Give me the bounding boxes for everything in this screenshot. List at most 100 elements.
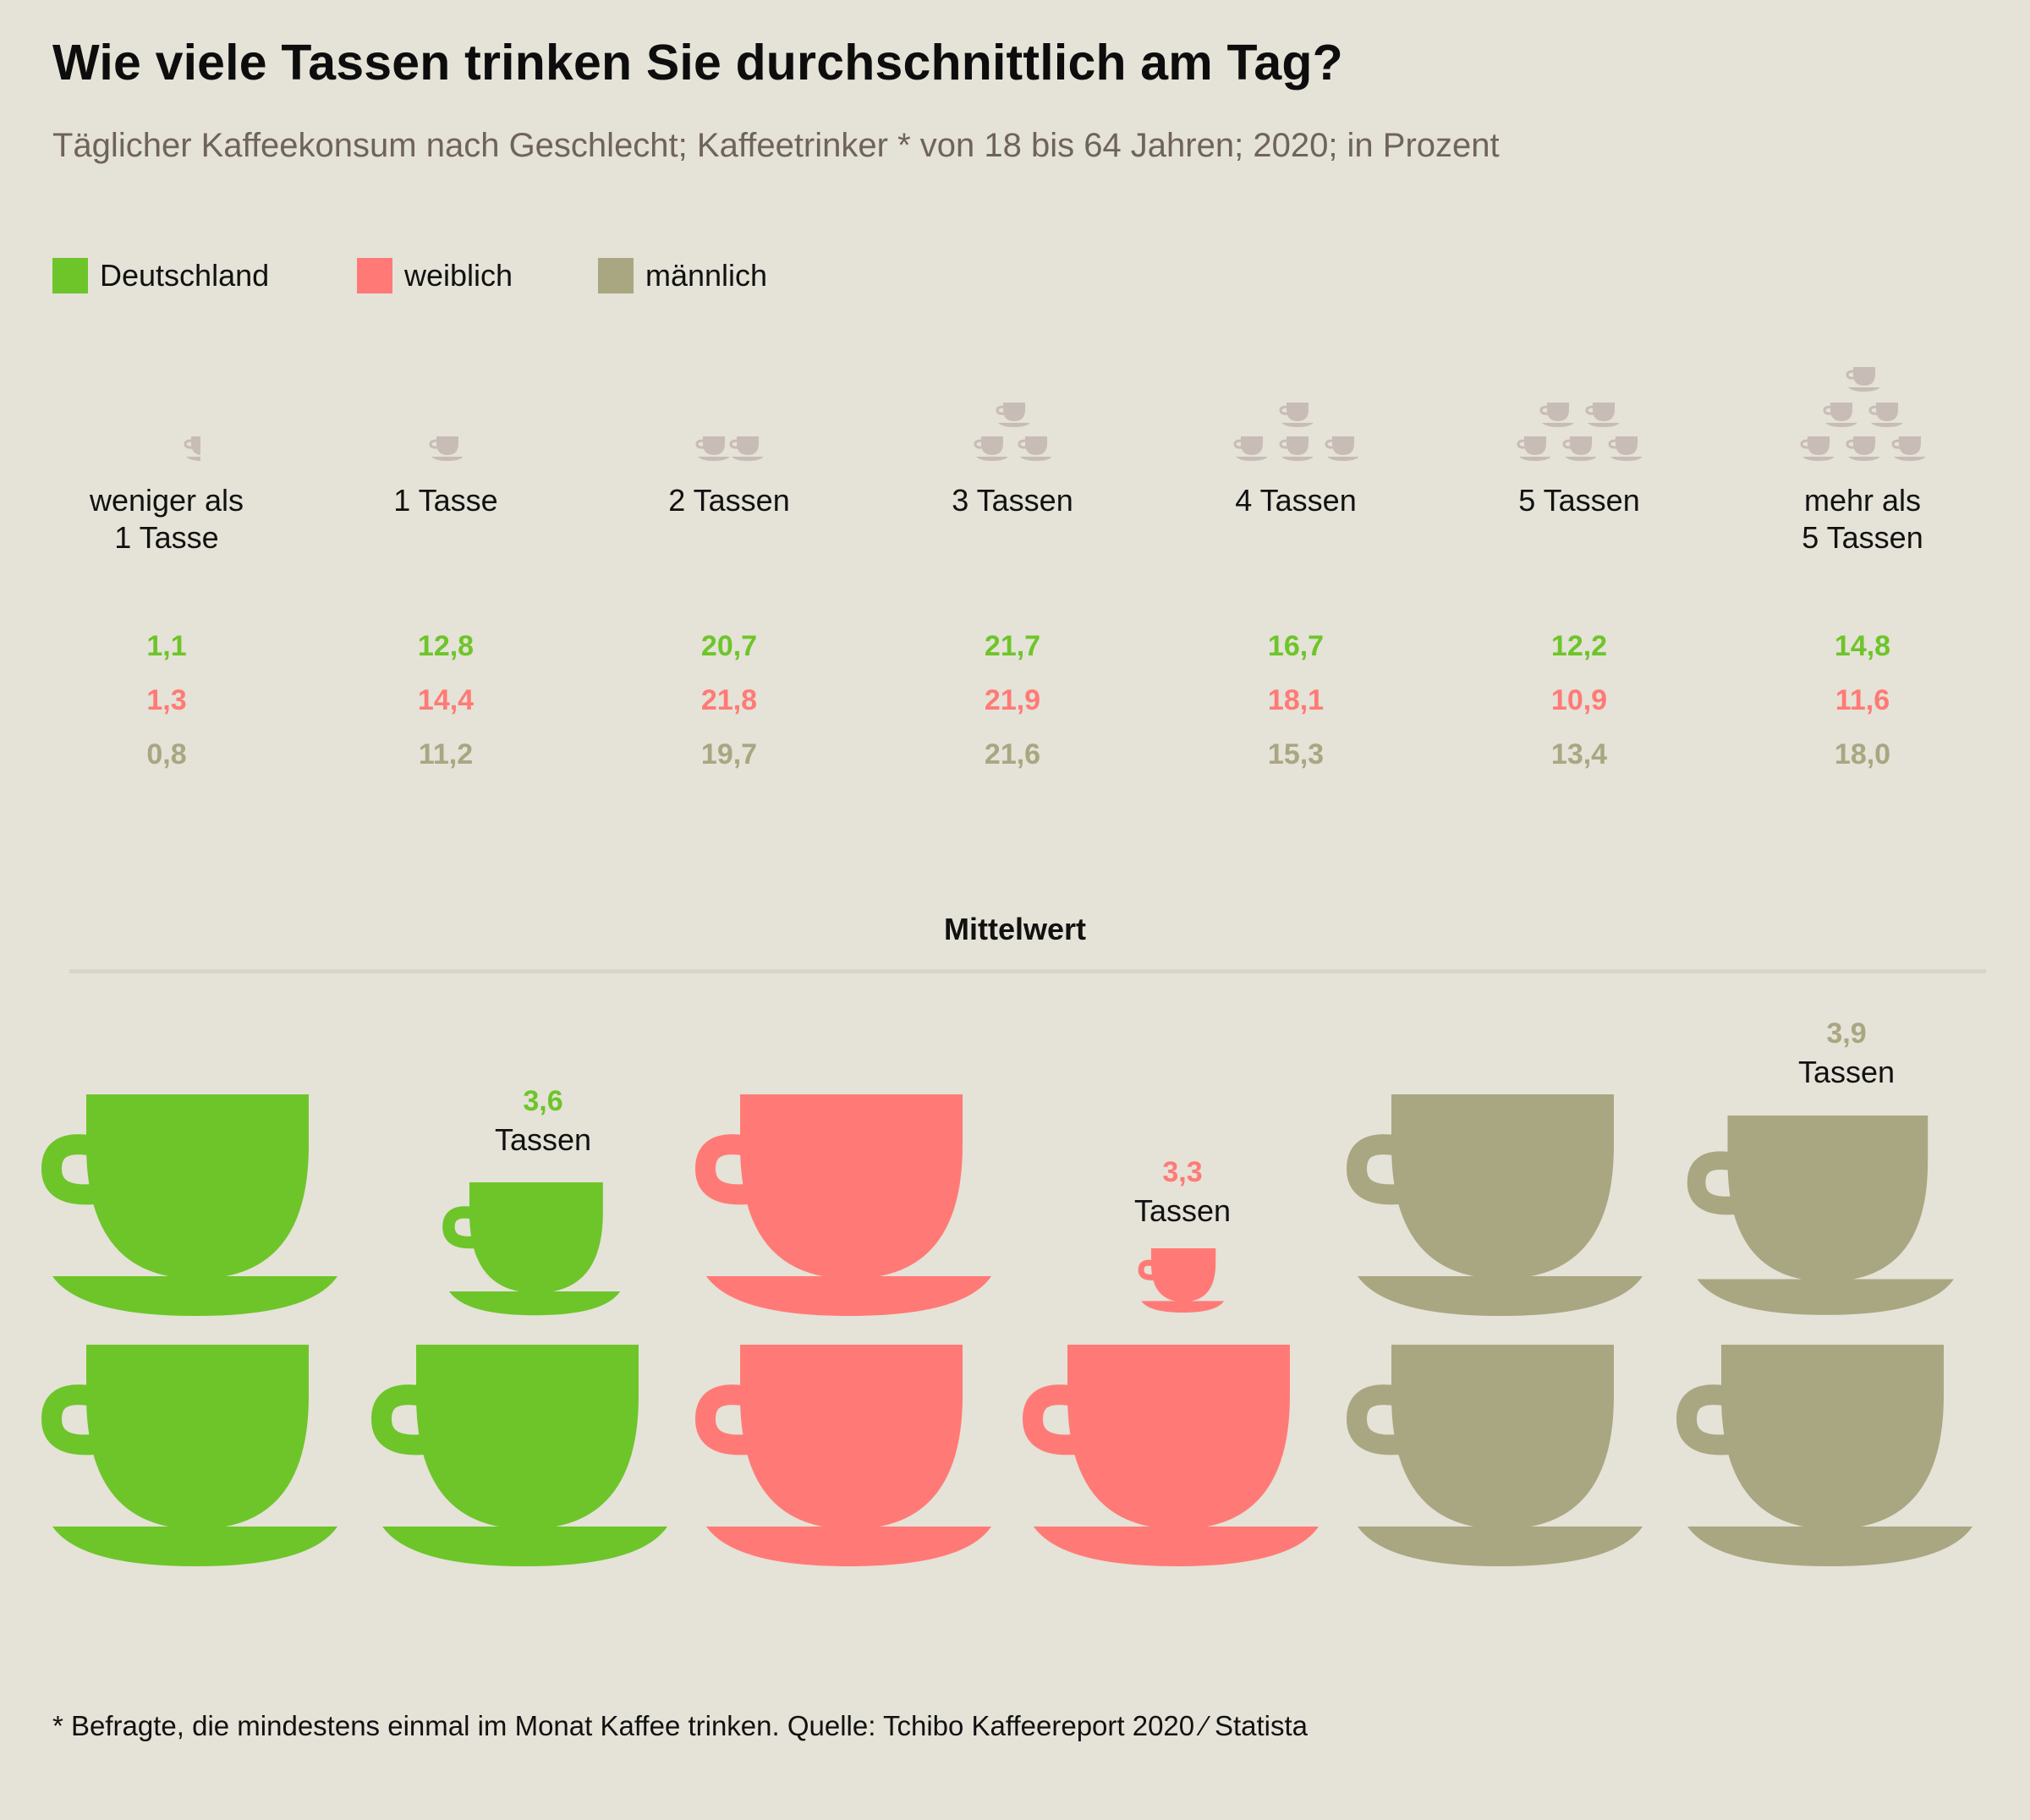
category-label-line2: 5 Tassen	[1802, 520, 1923, 555]
cup-icon	[1846, 362, 1880, 396]
cup-icon	[1539, 397, 1574, 431]
category-label-line2: 1 Tasse	[114, 520, 219, 555]
footnote: * Befragte, die mindestens einmal im Mon…	[52, 1710, 1309, 1741]
cup-icon	[1517, 431, 1551, 465]
value-deutschland: 21,7	[984, 630, 1041, 662]
category-column: 5 Tassen 12,2 10,9 13,4	[1452, 355, 1706, 770]
value-maennlich: 19,7	[700, 738, 758, 770]
mean-value-maennlich: 3,9	[1826, 1017, 1867, 1050]
cup-icon	[1891, 431, 1926, 465]
cup-icon-group	[40, 355, 294, 465]
legend-item-weiblich: weiblich	[357, 258, 513, 293]
cup-icon	[429, 431, 464, 465]
cup-icon	[1608, 431, 1643, 465]
mean-unit-deutschland: Tassen	[494, 1122, 592, 1157]
cup-icon-group	[319, 355, 573, 465]
cup-icon	[1325, 431, 1359, 465]
cup-icon	[996, 397, 1030, 431]
mean-cup-maennlich	[1676, 1345, 1972, 1566]
mean-cup-weiblich	[694, 1345, 991, 1566]
cup-icon-group	[602, 355, 856, 465]
value-maennlich: 13,4	[1550, 738, 1608, 770]
value-weiblich: 11,6	[1835, 684, 1890, 716]
mean-cup-maennlich	[1346, 1345, 1643, 1566]
value-deutschland: 12,2	[1550, 630, 1608, 662]
category-label: 3 Tassen	[886, 482, 1139, 519]
cup-icon	[1279, 397, 1314, 431]
category-label-line1: 3 Tassen	[952, 483, 1073, 518]
cup-icon	[1233, 431, 1268, 465]
mean-cup-maennlich	[1346, 1094, 1643, 1316]
chart-subtitle: Täglicher Kaffeekonsum nach Geschlecht; …	[52, 127, 1500, 164]
legend-item-deutschland: Deutschland	[52, 258, 269, 293]
chart-title: Wie viele Tassen trinken Sie durchschnit…	[52, 35, 1343, 90]
category-column: 2 Tassen 20,7 21,8 19,7	[602, 355, 856, 770]
mean-title: Mittelwert	[943, 912, 1086, 946]
cup-icon	[1846, 431, 1880, 465]
category-label-line1: 5 Tassen	[1518, 483, 1640, 518]
category-column: 3 Tassen 21,7 21,9 21,6	[886, 355, 1139, 770]
category-label: 2 Tassen	[602, 482, 856, 519]
cup-icon	[1823, 397, 1857, 431]
mean-cup-deutschland	[370, 1345, 667, 1566]
mean-unit-maennlich: Tassen	[1797, 1055, 1896, 1089]
value-maennlich: 11,2	[418, 738, 474, 770]
category-label-line1: 2 Tassen	[668, 483, 790, 518]
category-label-line1: weniger als	[89, 483, 244, 518]
mean-cup-weiblich	[1022, 1345, 1319, 1566]
category-label-line1: 1 Tasse	[393, 483, 498, 518]
half-cup-icon	[184, 431, 217, 465]
cup-icon	[695, 431, 730, 465]
value-deutschland: 12,8	[417, 630, 475, 662]
divider	[69, 969, 1986, 973]
value-deutschland: 20,7	[700, 630, 758, 662]
cup-icon	[1562, 431, 1597, 465]
legend-swatch-maennlich	[598, 258, 634, 293]
cup-icon	[1018, 431, 1052, 465]
cup-icon	[974, 431, 1008, 465]
value-weiblich: 21,9	[984, 684, 1041, 716]
mean-cup-deutschland	[41, 1094, 337, 1316]
legend-swatch-weiblich	[357, 258, 392, 293]
category-label: 5 Tassen	[1452, 482, 1706, 519]
value-deutschland: 14,8	[1834, 630, 1891, 662]
category-label: weniger als 1 Tasse	[40, 482, 294, 556]
mean-cup-deutschland	[41, 1345, 337, 1566]
cup-icon-group	[1169, 355, 1423, 465]
mean-cups-svg	[41, 1094, 1972, 1566]
legend-label-maennlich: männlich	[645, 258, 768, 293]
value-maennlich: 0,8	[146, 738, 187, 770]
mean-cup-weiblich	[694, 1094, 991, 1316]
cup-icon-group	[1736, 355, 1989, 465]
mean-cups	[0, 973, 2030, 1615]
legend-label-weiblich: weiblich	[404, 258, 513, 293]
value-weiblich: 1,3	[146, 684, 187, 716]
cup-icon	[1585, 397, 1620, 431]
legend-label-deutschland: Deutschland	[100, 258, 270, 293]
cup-icon	[1279, 431, 1314, 465]
category-label-line1: mehr als	[1803, 483, 1922, 518]
value-deutschland: 16,7	[1267, 630, 1325, 662]
mean-cup-maennlich-fraction	[1687, 1116, 1954, 1315]
value-deutschland: 1,1	[146, 630, 187, 662]
category-column: 4 Tassen 16,7 18,1 15,3	[1169, 355, 1423, 770]
category-label-line1: 4 Tassen	[1235, 483, 1357, 518]
cup-icon	[1800, 431, 1835, 465]
mean-value-weiblich: 3,3	[1162, 1156, 1203, 1188]
legend: Deutschland weiblich männlich	[52, 258, 1406, 309]
value-maennlich: 21,6	[984, 738, 1041, 770]
legend-item-maennlich: männlich	[598, 258, 767, 293]
legend-swatch-deutschland	[52, 258, 88, 293]
value-weiblich: 10,9	[1550, 684, 1608, 716]
cup-icon-group	[1452, 355, 1706, 465]
category-column: mehr als 5 Tassen 14,8 11,6 18,0	[1736, 355, 1989, 770]
value-maennlich: 18,0	[1834, 738, 1891, 770]
cup-icon	[1868, 397, 1903, 431]
mean-cup-weiblich-fraction	[1138, 1248, 1225, 1313]
category-label: 4 Tassen	[1169, 482, 1423, 519]
value-weiblich: 21,8	[700, 684, 758, 716]
value-weiblich: 14,4	[417, 684, 475, 716]
category-column: weniger als 1 Tasse 1,1 1,3 0,8	[40, 355, 294, 770]
category-label: mehr als 5 Tassen	[1736, 482, 1989, 556]
mean-unit-weiblich: Tassen	[1133, 1193, 1232, 1228]
